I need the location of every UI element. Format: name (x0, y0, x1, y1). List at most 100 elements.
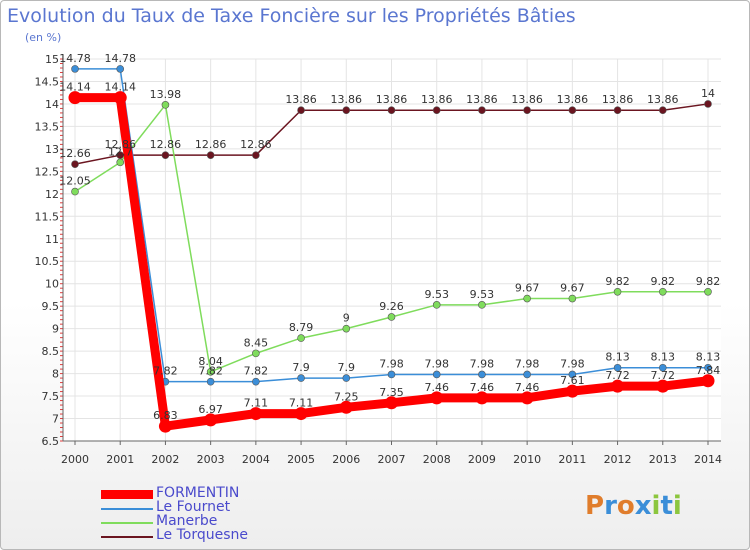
data-point (568, 294, 577, 303)
logo-letter: P (585, 491, 605, 521)
data-point (701, 374, 715, 388)
y-tick-label: 8 (52, 368, 59, 381)
data-label: 9.26 (379, 300, 404, 313)
data-point (204, 413, 218, 427)
data-label: 7.98 (515, 357, 540, 370)
legend-swatch (101, 508, 153, 510)
logo-letter: i (651, 491, 661, 521)
data-point (113, 91, 127, 105)
data-point (478, 301, 486, 309)
chart-title: Evolution du Taux de Taxe Foncière sur l… (7, 5, 576, 27)
data-point (158, 419, 172, 433)
data-point (387, 313, 396, 321)
data-point (523, 106, 531, 115)
data-label: 12.86 (240, 138, 272, 151)
data-label: 6.97 (198, 403, 223, 416)
data-label: 13.86 (557, 93, 589, 106)
data-point (613, 287, 622, 296)
data-point (385, 396, 398, 410)
logo-letter: x (634, 491, 652, 521)
data-label: 7.46 (515, 381, 540, 394)
x-tick-label: 2006 (332, 453, 360, 466)
logo-letter: t (660, 491, 673, 521)
y-tick-label: 14 (45, 98, 59, 111)
data-label: 7.82 (198, 365, 223, 378)
x-tick-label: 2011 (558, 453, 586, 466)
data-point (432, 301, 441, 309)
data-point (432, 106, 441, 115)
data-label: 13.86 (421, 93, 453, 106)
x-tick-label: 2007 (378, 453, 406, 466)
data-label: 12.86 (195, 138, 227, 151)
data-label: 14.78 (59, 52, 91, 65)
logo-letter: i (672, 491, 682, 521)
data-point (478, 370, 486, 379)
data-point (71, 65, 79, 73)
y-tick-label: 12.5 (35, 165, 60, 178)
data-point (339, 400, 353, 414)
x-tick-label: 2014 (694, 453, 722, 466)
data-label: 9.53 (424, 288, 449, 301)
data-point (161, 151, 170, 159)
data-point (704, 363, 712, 372)
legend-swatch (101, 522, 153, 524)
data-label: 13.86 (647, 93, 679, 106)
data-label: 7.98 (560, 357, 585, 370)
data-label: 7.84 (696, 364, 721, 377)
x-tick-label: 2010 (513, 453, 541, 466)
x-tick-label: 2005 (287, 453, 315, 466)
y-tick-label: 9 (52, 323, 59, 336)
data-point (387, 370, 396, 379)
x-tick-label: 2004 (242, 453, 270, 466)
y-tick-label: 11.5 (35, 210, 60, 223)
data-label: 13.86 (376, 93, 408, 106)
x-tick-label: 2008 (423, 453, 451, 466)
data-point (206, 367, 215, 376)
data-label: 9 (343, 312, 350, 325)
data-point (68, 91, 82, 105)
y-tick-label: 15 (45, 53, 59, 66)
data-point (523, 370, 531, 379)
data-label: 8.13 (696, 351, 721, 364)
data-label: 7.82 (244, 365, 269, 378)
x-tick-label: 2002 (151, 453, 179, 466)
data-point (432, 370, 441, 379)
x-tick-label: 2001 (106, 453, 134, 466)
y-tick-label: 13.5 (35, 120, 60, 133)
data-label: 7.9 (292, 361, 310, 374)
data-label: 9.82 (696, 275, 721, 288)
data-point (249, 407, 263, 421)
data-label: 13.86 (602, 93, 634, 106)
data-label: 14.78 (104, 52, 136, 65)
data-point (342, 324, 351, 333)
data-label: 14.14 (104, 81, 136, 94)
data-label: 7.98 (470, 357, 495, 370)
data-point (568, 370, 577, 379)
data-label: 9.67 (560, 282, 585, 295)
data-label: 7.35 (379, 386, 404, 399)
logo-letter: o (616, 491, 635, 521)
data-label: 8.13 (651, 351, 676, 364)
data-point (430, 391, 444, 405)
data-label: 6.83 (153, 409, 178, 422)
data-label: 8.45 (244, 336, 269, 349)
data-point (656, 379, 670, 393)
data-label: 7.11 (244, 397, 269, 410)
y-tick-label: 14.5 (35, 75, 60, 88)
proxiti-logo: Proxiti (585, 491, 682, 521)
data-label: 7.46 (470, 381, 495, 394)
data-point (297, 374, 305, 382)
data-point (520, 391, 534, 405)
data-label: 8.04 (198, 355, 223, 368)
x-tick-label: 2012 (604, 453, 632, 466)
y-tick-label: 12 (45, 188, 59, 201)
data-point (206, 151, 215, 159)
x-tick-label: 2009 (468, 453, 496, 466)
data-label: 13.86 (511, 93, 543, 106)
data-label: 12.7 (108, 145, 133, 158)
data-label: 14.14 (59, 81, 91, 94)
data-label: 7.11 (289, 397, 314, 410)
data-point (565, 384, 579, 398)
data-label: 7.82 (153, 365, 178, 378)
data-label: 9.82 (651, 275, 676, 288)
